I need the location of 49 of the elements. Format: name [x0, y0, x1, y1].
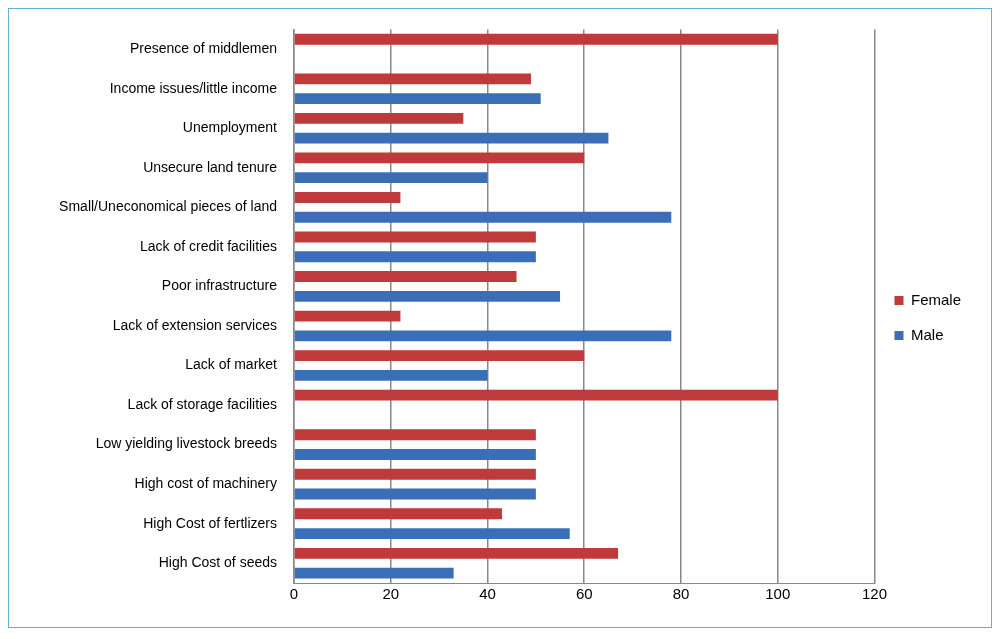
bar	[294, 93, 541, 105]
bar	[294, 192, 401, 203]
bar	[294, 271, 517, 282]
bar	[294, 330, 672, 342]
y-tick-label: Low yielding livestock breeds	[95, 435, 277, 452]
bar	[294, 449, 536, 460]
x-tick-label: 40	[479, 585, 496, 603]
bar	[294, 211, 672, 223]
legend-label: Female	[910, 290, 962, 308]
bar	[294, 429, 536, 441]
bar	[294, 567, 454, 579]
y-tick-label: Unsecure land tenure	[143, 158, 278, 175]
legend-label: Male	[910, 325, 944, 343]
x-tick-label: 0	[289, 585, 299, 603]
bar	[294, 33, 778, 45]
y-tick-label: High Cost of seeds	[158, 554, 277, 571]
bar	[294, 290, 561, 302]
bar	[294, 389, 778, 401]
bar	[294, 231, 536, 243]
bar	[294, 132, 609, 144]
y-tick-label: Presence of middlemen	[129, 40, 277, 57]
bar	[294, 547, 619, 559]
x-tick-label: 100	[765, 585, 791, 603]
bar	[294, 508, 503, 520]
y-tick-label: Lack of storage facilities	[127, 395, 277, 412]
x-tick-label: 20	[382, 585, 400, 603]
bar	[294, 350, 585, 362]
y-tick-label: Poor infrastructure	[161, 277, 278, 294]
bar	[294, 369, 488, 381]
y-tick-label: Lack of market	[185, 356, 278, 373]
bar	[294, 112, 464, 124]
y-tick-label: Lack of credit facilities	[140, 237, 277, 254]
bar	[294, 468, 536, 480]
bar	[294, 528, 570, 540]
bar	[294, 172, 488, 184]
y-tick-label: High cost of machinery	[134, 475, 277, 491]
bar	[294, 488, 536, 500]
bar	[294, 251, 536, 263]
y-tick-label: High Cost of fertlizers	[143, 514, 277, 531]
bar	[294, 73, 532, 85]
bar	[294, 310, 401, 322]
y-tick-label: Unemployment	[182, 119, 278, 136]
y-tick-label: Lack of extension services	[112, 316, 277, 333]
x-tick-label: 120	[861, 585, 887, 603]
y-tick-label: Small/Uneconomical pieces of land	[59, 198, 277, 215]
x-tick-label: 80	[672, 585, 690, 603]
x-tick-label: 60	[575, 585, 593, 603]
y-tick-label: Income issues/little income	[109, 79, 278, 96]
bar	[294, 152, 585, 164]
